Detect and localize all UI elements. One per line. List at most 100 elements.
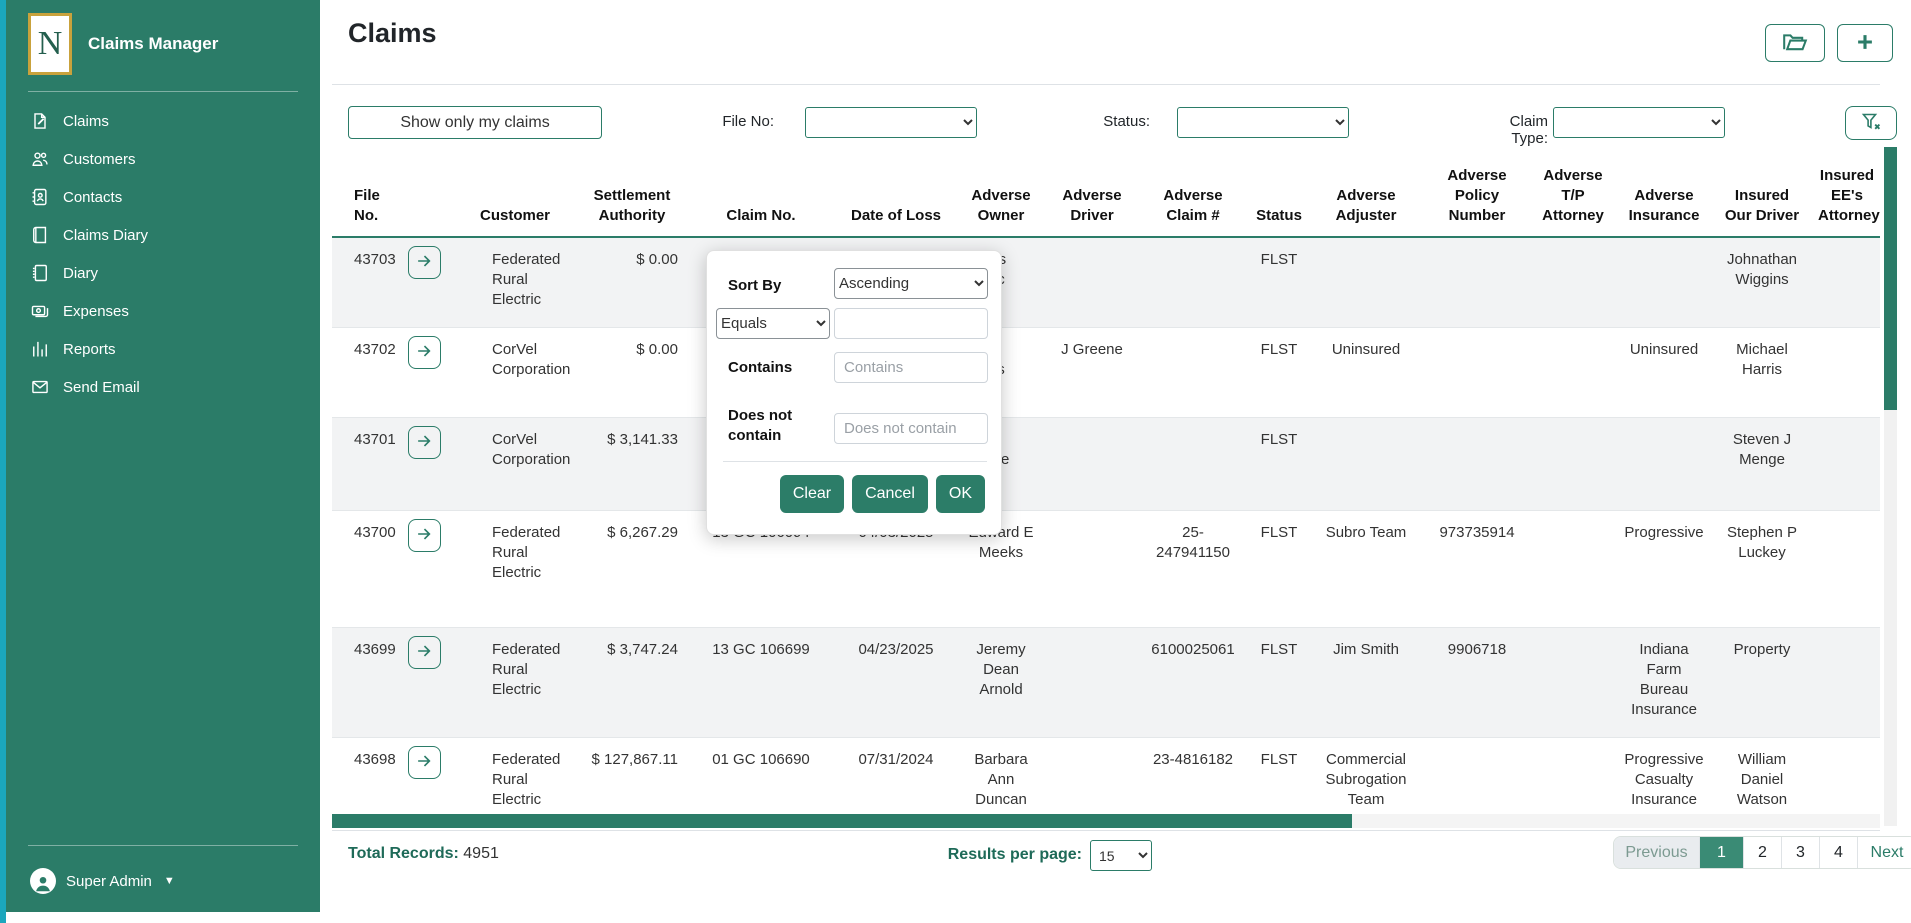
cell-adverse_adjuster: Commercial Subrogation Team bbox=[1325, 750, 1407, 808]
horizontal-scrollbar-thumb[interactable] bbox=[332, 814, 1352, 828]
pagination-page-3[interactable]: 3 bbox=[1782, 837, 1820, 868]
open-claim-button[interactable] bbox=[407, 246, 441, 279]
cell-adverse_claim bbox=[1138, 327, 1248, 417]
cell-adverse_adjuster: Uninsured bbox=[1331, 340, 1401, 358]
open-claim-button[interactable] bbox=[407, 425, 441, 459]
total-records-value: 4951 bbox=[463, 845, 499, 862]
cell-adverse_tp_attorney bbox=[1532, 417, 1614, 510]
pagination: Previous 1 2 3 4 Next bbox=[1613, 836, 1911, 869]
horizontal-scrollbar[interactable] bbox=[332, 814, 1880, 828]
does-not-contain-input[interactable] bbox=[834, 413, 988, 444]
claim-row-43698: 43698 Federated Rural Electric $ 127,867.1… bbox=[332, 737, 1880, 815]
sidebar-item-claims[interactable]: Claims bbox=[6, 102, 320, 140]
cell-adverse_insurance: Indiana Farm Bureau Insurance bbox=[1631, 640, 1697, 718]
clear-filters-button[interactable] bbox=[1845, 106, 1897, 140]
column-header-arrow bbox=[396, 160, 452, 237]
logo-letter: N bbox=[37, 25, 63, 62]
file-no-select[interactable] bbox=[805, 107, 977, 138]
cell-settlement: $ 3,141.33 bbox=[607, 430, 678, 448]
cell-status: FLST bbox=[1260, 640, 1298, 658]
cell-adverse_insurance: Uninsured bbox=[1629, 340, 1699, 358]
app-logo: N bbox=[28, 13, 72, 75]
cell-adverse_insurance bbox=[1614, 237, 1714, 327]
column-header-adverse_insurance[interactable]: Adverse Insurance bbox=[1628, 187, 1700, 224]
main-content: Claims Show only my claims File No: Stat… bbox=[320, 0, 1911, 923]
cell-adverse_tp_attorney bbox=[1532, 237, 1614, 327]
column-header-adverse_owner[interactable]: Adverse Owner bbox=[971, 187, 1031, 224]
column-header-customer[interactable]: Customer bbox=[479, 207, 550, 224]
results-per-page-select[interactable]: 15 bbox=[1090, 840, 1152, 871]
sidebar-item-expenses[interactable]: Expenses bbox=[6, 292, 320, 330]
show-only-my-claims-button[interactable]: Show only my claims bbox=[348, 106, 602, 139]
open-claim-button[interactable] bbox=[407, 745, 441, 779]
sidebar-item-contacts[interactable]: Contacts bbox=[6, 178, 320, 216]
column-header-adverse_tp_attorney[interactable]: Adverse T/P Attorney bbox=[1542, 167, 1604, 224]
sort-direction-select[interactable]: Ascending bbox=[834, 268, 988, 299]
column-header-file_no[interactable]: File No. bbox=[354, 187, 380, 224]
cancel-button[interactable]: Cancel bbox=[852, 475, 928, 513]
cell-adverse_owner: Jeremy Dean Arnold bbox=[976, 640, 1026, 698]
cell-arrow bbox=[396, 737, 452, 815]
column-header-adverse_claim[interactable]: Adverse Claim # bbox=[1163, 187, 1223, 224]
column-header-adverse_driver[interactable]: Adverse Driver bbox=[1062, 187, 1122, 224]
pagination-page-1[interactable]: 1 bbox=[1700, 837, 1744, 868]
sidebar-item-customers[interactable]: Customers bbox=[6, 140, 320, 178]
pagination-page-4[interactable]: 4 bbox=[1820, 837, 1858, 868]
column-header-date_of_loss[interactable]: Date of Loss bbox=[850, 207, 941, 224]
vertical-scrollbar-thumb[interactable] bbox=[1884, 147, 1897, 410]
add-claim-button[interactable] bbox=[1837, 24, 1893, 62]
column-header-status[interactable]: Status bbox=[1256, 207, 1302, 224]
open-claim-button[interactable] bbox=[407, 518, 441, 552]
reports-icon bbox=[30, 339, 50, 359]
cell-insured_our_driver: Michael Harris bbox=[1736, 340, 1788, 378]
equals-input[interactable] bbox=[834, 308, 988, 339]
pagination-next[interactable]: Next bbox=[1858, 837, 1911, 868]
open-claim-button[interactable] bbox=[407, 635, 441, 669]
sidebar-item-reports[interactable]: Reports bbox=[6, 330, 320, 368]
arrow-right-icon bbox=[415, 252, 433, 273]
sidebar-item-send-email[interactable]: Send Email bbox=[6, 368, 320, 406]
cell-arrow bbox=[396, 327, 452, 417]
sidebar-divider bbox=[28, 91, 298, 92]
claims-icon bbox=[30, 111, 50, 131]
chevron-down-icon: ▼ bbox=[163, 875, 175, 887]
app-title: Claims Manager bbox=[88, 34, 219, 53]
sidebar-item-diary[interactable]: Diary bbox=[6, 254, 320, 292]
cell-file_no: 43700 bbox=[354, 523, 396, 541]
sidebar-nav: Claims Customers Contacts Claims Diary Diary… bbox=[6, 102, 320, 406]
column-header-settlement[interactable]: Settlement Authority bbox=[593, 187, 671, 224]
sidebar-item-claims-diary[interactable]: Claims Diary bbox=[6, 216, 320, 254]
pagination-page-2[interactable]: 2 bbox=[1744, 837, 1782, 868]
user-menu[interactable]: Super Admin ▼ bbox=[6, 856, 320, 894]
cell-settlement: $ 3,747.24 bbox=[607, 640, 678, 658]
operator-select[interactable]: Equals bbox=[716, 308, 830, 339]
sort-by-label: Sort By bbox=[728, 277, 782, 294]
open-claim-button[interactable] bbox=[407, 335, 441, 369]
contains-label: Contains bbox=[728, 359, 793, 376]
cell-arrow bbox=[396, 510, 452, 627]
pagination-previous[interactable]: Previous bbox=[1614, 837, 1700, 868]
cell-insured_ee_attorney bbox=[1810, 237, 1880, 327]
cell-settlement: $ 6,267.29 bbox=[607, 523, 678, 541]
cell-adverse_policy bbox=[1422, 237, 1532, 327]
contains-input[interactable] bbox=[834, 352, 988, 383]
claim-type-label: Claim Type: bbox=[1509, 113, 1548, 147]
title-divider bbox=[332, 84, 1880, 85]
status-select[interactable] bbox=[1177, 107, 1349, 138]
brand: N Claims Manager bbox=[6, 0, 320, 87]
column-header-adverse_policy[interactable]: Adverse Policy Number bbox=[1447, 167, 1507, 224]
clear-button[interactable]: Clear bbox=[779, 475, 845, 513]
cell-settlement: $ 0.00 bbox=[636, 251, 678, 268]
claims-table: File No. Customer Settlement Authority Clai… bbox=[332, 160, 1880, 815]
column-header-adverse_adjuster[interactable]: Adverse Adjuster bbox=[1335, 187, 1397, 224]
vertical-scrollbar[interactable] bbox=[1884, 147, 1897, 826]
ok-button[interactable]: OK bbox=[935, 475, 985, 513]
claim-type-select[interactable] bbox=[1553, 107, 1725, 138]
cell-adverse_tp_attorney bbox=[1532, 510, 1614, 627]
cell-status: FLST bbox=[1260, 251, 1298, 268]
column-header-claim_no[interactable]: Claim No. bbox=[726, 207, 796, 224]
column-header-insured_our_driver[interactable]: Insured Our Driver bbox=[1724, 187, 1800, 224]
open-folder-button[interactable] bbox=[1765, 24, 1825, 62]
column-header-insured_ee_attorney[interactable]: Insured EE's Attorney bbox=[1818, 167, 1880, 224]
